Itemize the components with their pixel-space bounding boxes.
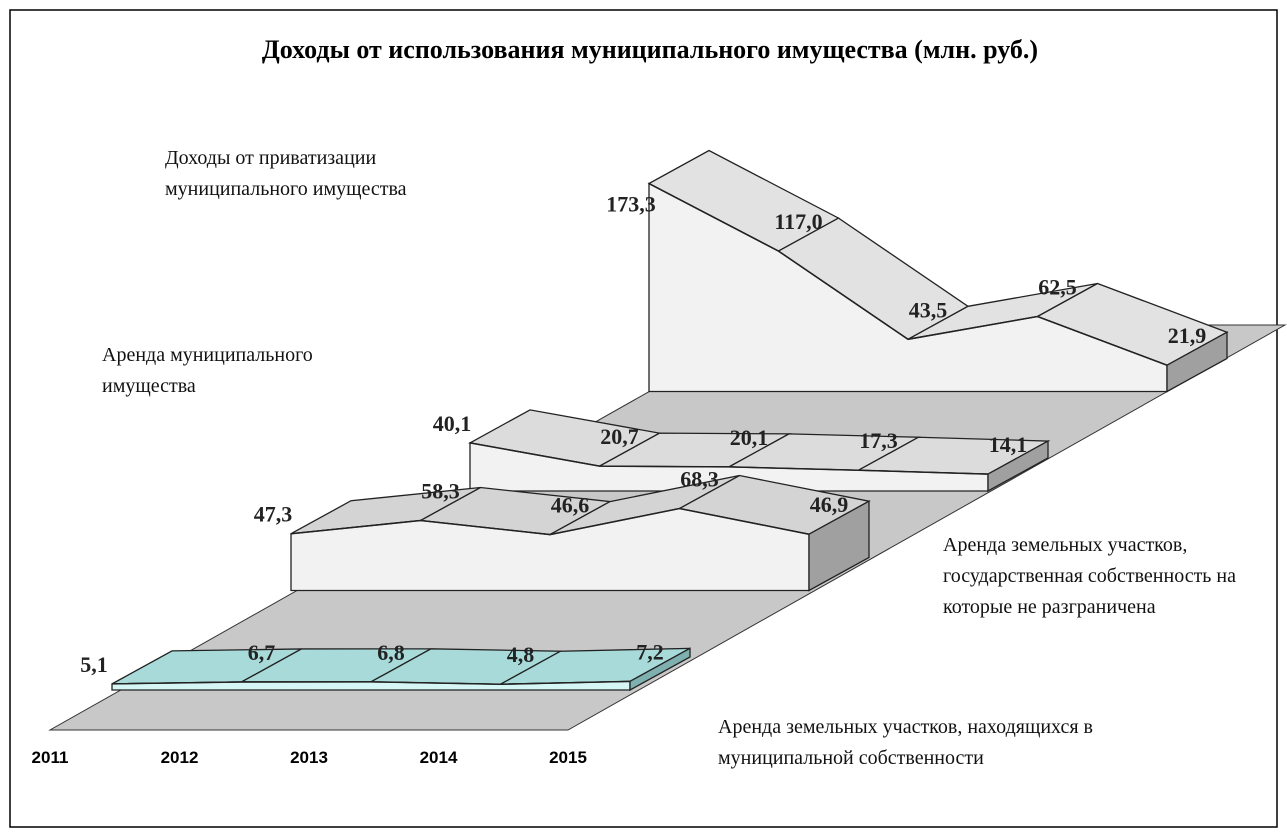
value-label: 117,0	[774, 209, 822, 234]
chart-title: Доходы от использования муниципального и…	[262, 35, 1038, 64]
area-edge	[469, 442, 989, 475]
value-label: 58,3	[421, 479, 460, 504]
value-label: 43,5	[909, 297, 948, 322]
side-face	[629, 647, 691, 692]
side-face	[1166, 331, 1228, 393]
value-label: 46,6	[551, 493, 590, 518]
area-edge	[290, 507, 810, 536]
value-label: 47,3	[254, 502, 293, 527]
x-tick-label: 2013	[290, 748, 328, 767]
legend-label: Аренда земельных участков, государственн…	[943, 534, 1237, 618]
value-label: 4,8	[507, 642, 535, 667]
value-label: 14,1	[989, 432, 1028, 457]
legend-label: Аренда муниципального имущества	[102, 344, 313, 397]
plot: 173,3 117,0 43,5 62,5 21,9 40,1 20,7 20,1 17,3 14…	[80, 149, 1229, 692]
side-face	[808, 500, 870, 592]
value-label: 20,1	[730, 425, 769, 450]
value-label: 17,3	[859, 428, 898, 453]
value-label: 173,3	[606, 192, 656, 217]
value-label: 21,9	[1168, 323, 1207, 348]
legend-label: Доходы от приватизации муниципального им…	[165, 147, 407, 200]
value-label: 6,8	[377, 640, 405, 665]
series: 40,1 20,7 20,1 17,3 14,1	[433, 409, 1051, 493]
value-label: 46,9	[810, 492, 849, 517]
value-label: 6,7	[248, 640, 276, 665]
series: 5,1 6,7 6,8 4,8 7,2	[80, 639, 691, 692]
value-label: 40,1	[433, 411, 472, 436]
value-label: 20,7	[600, 424, 639, 449]
value-label: 5,1	[80, 652, 108, 677]
value-label: 68,3	[680, 467, 719, 492]
x-tick-label: 2011	[32, 748, 69, 767]
value-label: 7,2	[636, 639, 664, 664]
x-tick-label: 2012	[161, 748, 199, 767]
series: 173,3 117,0 43,5 62,5 21,9	[606, 149, 1229, 393]
area-edge	[111, 680, 631, 685]
area-edge	[648, 182, 1168, 366]
series: 47,3 58,3 46,6 68,3 46,9	[254, 467, 871, 592]
side-face	[987, 439, 1049, 493]
x-tick-label: 2014	[420, 748, 458, 767]
value-label: 62,5	[1038, 275, 1077, 300]
legend-label: Аренда земельных участков, находящихся в…	[718, 716, 1093, 769]
x-tick-label: 2015	[549, 748, 587, 767]
